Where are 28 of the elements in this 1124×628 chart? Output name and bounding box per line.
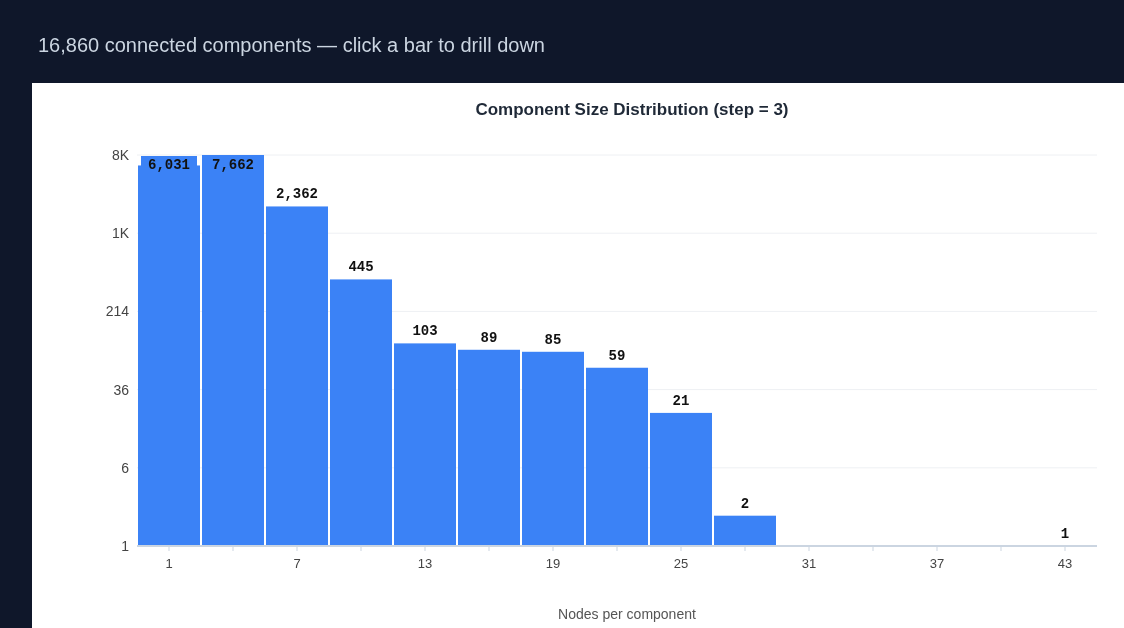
y-tick-label: 36 [113, 381, 130, 398]
x-tick-label: 13 [417, 556, 433, 571]
data-label: 85 [544, 331, 562, 348]
data-label: 103 [412, 323, 438, 340]
data-label: 21 [672, 392, 690, 409]
y-tick-label: 214 [105, 303, 130, 320]
x-tick-label: 19 [545, 556, 561, 571]
chart-title: Component Size Distribution (step = 3) [475, 100, 789, 119]
y-tick-label: 8K [111, 147, 130, 163]
x-tick-label: 1 [165, 556, 173, 571]
y-tick-label: 6 [121, 459, 130, 476]
x-axis-title: Nodes per component [558, 606, 696, 622]
data-label: 7,662 [211, 157, 255, 173]
data-label: 89 [480, 329, 498, 346]
x-tick-label: 37 [929, 556, 945, 571]
x-tick-label: 31 [801, 556, 817, 571]
x-tick-label: 25 [673, 556, 689, 571]
data-label: 6,031 [147, 157, 191, 173]
y-tick-label: 1 [121, 538, 130, 554]
x-tick-label: 7 [293, 556, 301, 571]
x-tick-label: 43 [1057, 556, 1073, 571]
data-label: 1 [1060, 526, 1070, 542]
y-tick-label: 1K [111, 225, 130, 242]
chart-subtitle: 16,860 connected components — click a bar to drill down [38, 34, 545, 56]
data-label: 445 [348, 259, 374, 276]
data-label: 2 [740, 495, 750, 512]
data-label: 59 [608, 347, 626, 364]
data-label: 2,362 [275, 186, 319, 203]
